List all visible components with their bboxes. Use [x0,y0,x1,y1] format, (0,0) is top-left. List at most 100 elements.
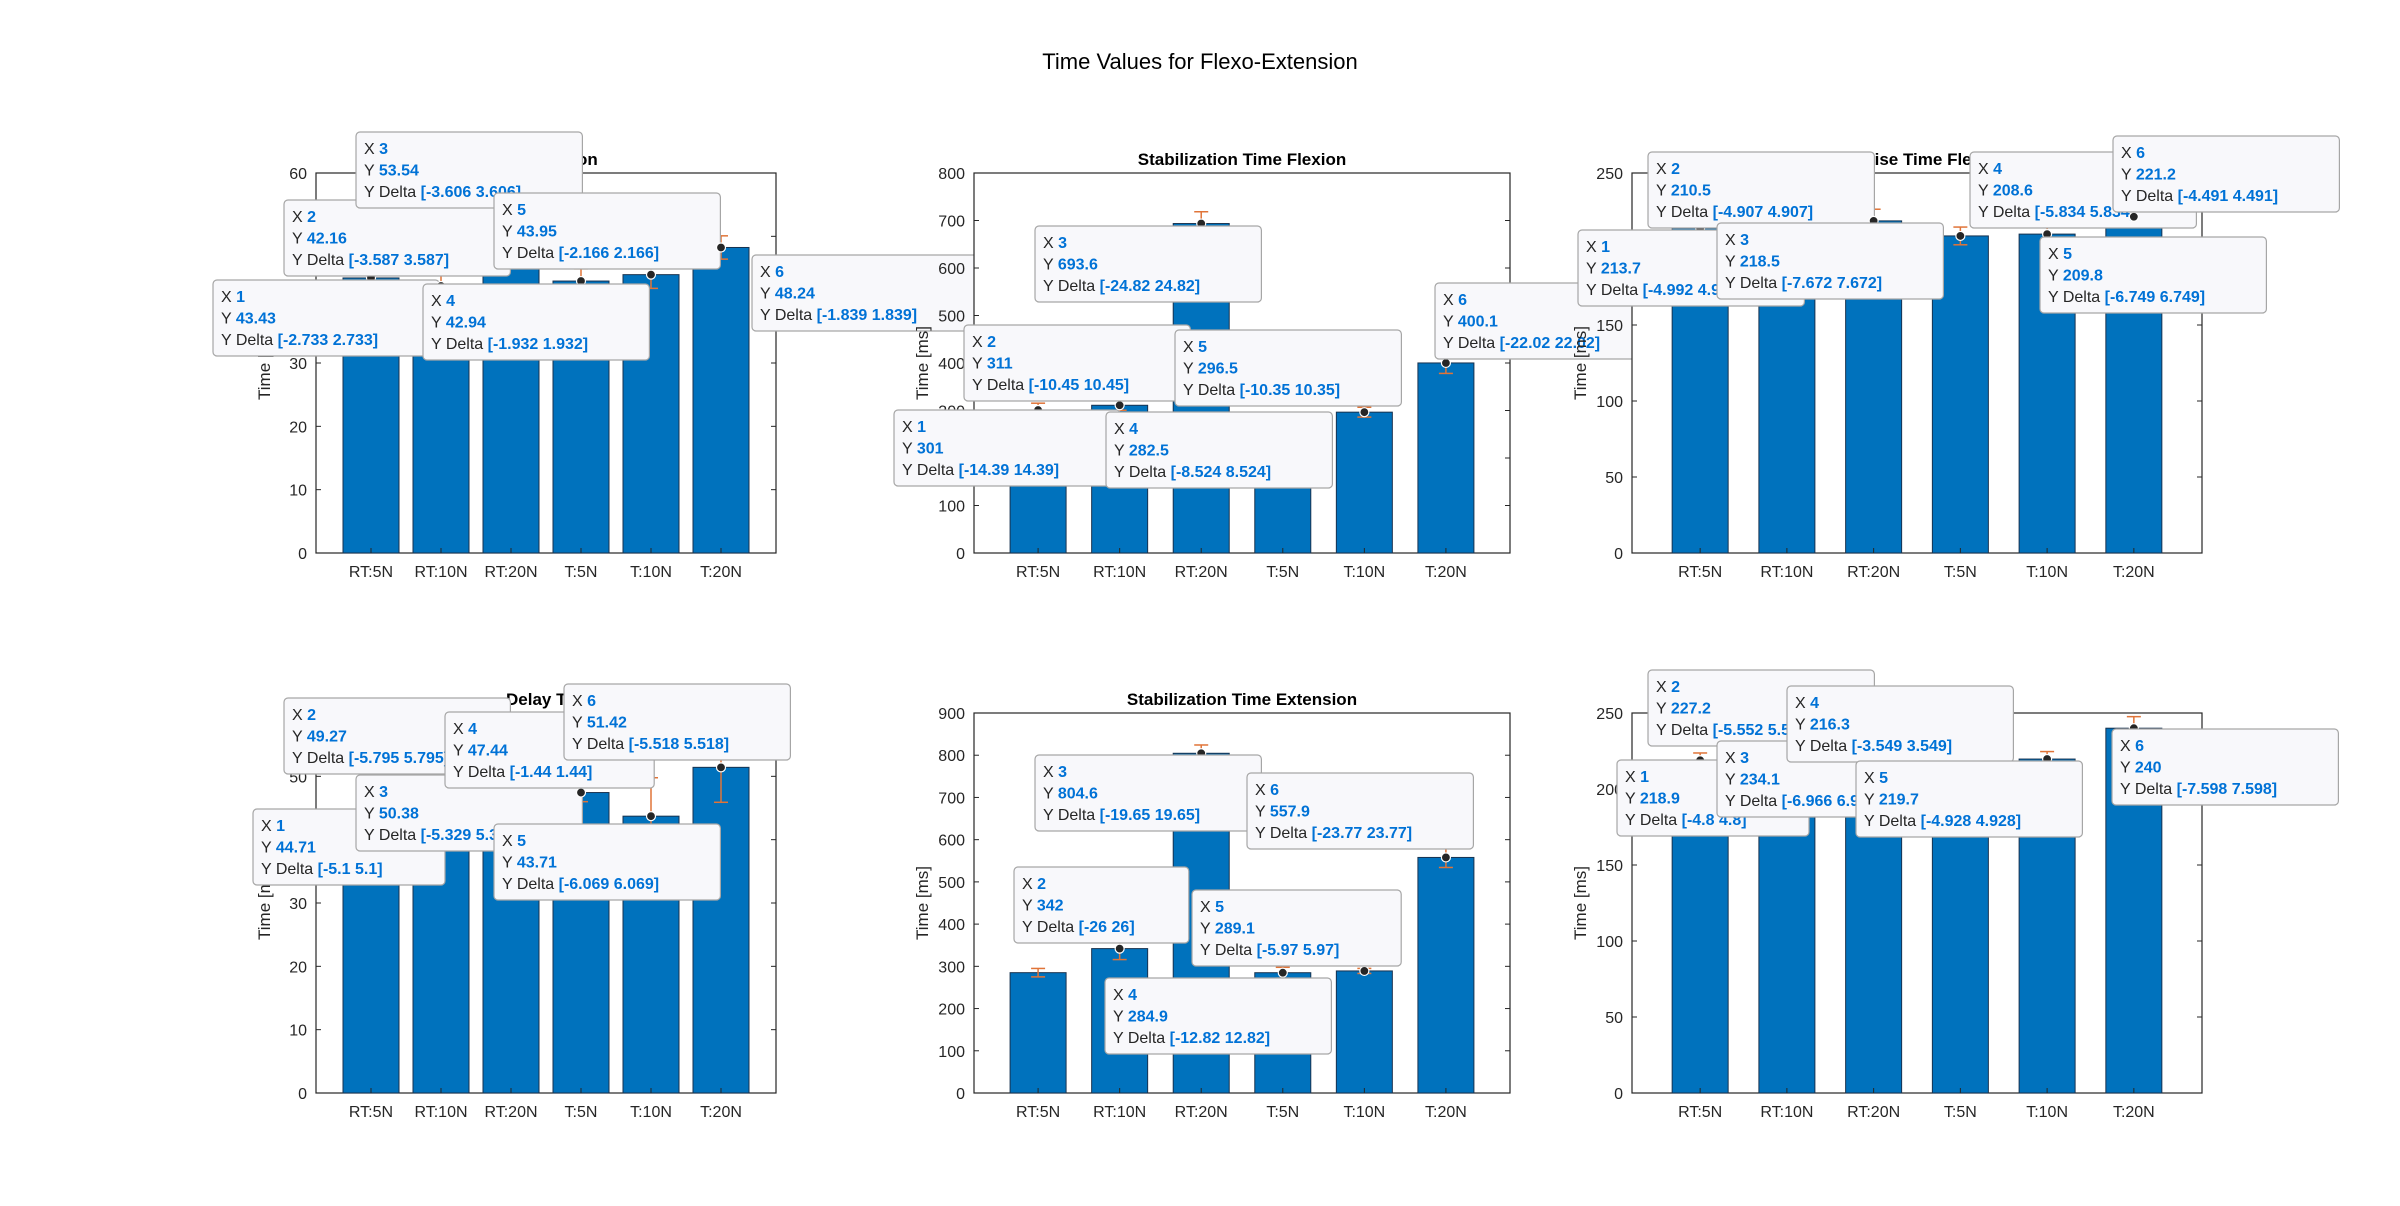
y-tick-label: 10 [289,483,307,500]
datatip-value: 42.16 [307,231,347,248]
datatip[interactable]: X 5Y 289.1Y Delta [-5.97 5.97] [1191,889,1402,967]
datatip-marker[interactable] [645,811,657,822]
datatip-marker[interactable] [1440,852,1452,863]
datatip-key: Y [453,743,468,760]
datatip-value: [-2.166 2.166] [559,245,660,262]
datatip-value: [-3.549 3.549] [1852,738,1953,755]
bar-T:20N[interactable] [692,766,750,1094]
datatip-marker[interactable] [1955,230,1966,242]
datatip-marker[interactable] [1359,407,1370,418]
datatip[interactable]: X 5Y 296.5Y Delta [-10.35 10.35] [1174,329,1402,407]
datatip-key: Y Delta [364,184,421,201]
datatip-line: Y Delta [-4.907 4.907] [1656,204,1813,221]
datatip-marker[interactable] [645,269,657,280]
datatip[interactable]: X 5Y 209.8Y Delta [-6.749 6.749] [2039,236,2267,314]
datatip-key: Y Delta [1043,807,1100,824]
x-tick-label: T:5N [565,564,598,581]
datatip[interactable]: X 2Y 210.5Y Delta [-4.907 4.907] [1647,151,1875,229]
datatip[interactable]: X 5Y 43.95Y Delta [-2.166 2.166] [493,192,721,270]
datatip[interactable]: X 6Y 221.2Y Delta [-4.491 4.491] [2112,135,2340,213]
datatip-value: 216.3 [1810,717,1850,734]
datatip[interactable]: X 3Y 804.6Y Delta [-19.65 19.65] [1034,754,1262,832]
datatip-line: Y Delta [-5.1 5.1] [261,861,383,878]
datatip-marker[interactable] [575,787,587,798]
datatip[interactable]: X 3Y 53.54Y Delta [-3.606 3.606] [355,131,583,209]
bar-T:10N[interactable] [1335,970,1393,1094]
datatip[interactable]: X 1Y 43.43Y Delta [-2.733 2.733] [212,279,440,357]
datatip-marker[interactable] [1359,965,1370,977]
datatip-marker[interactable] [2128,211,2139,222]
datatip[interactable]: X 4Y 284.9Y Delta [-12.82 12.82] [1104,977,1332,1055]
datatip-value: 42.94 [446,315,486,332]
datatip-key: Y [1725,254,1740,271]
datatip-marker[interactable] [1277,967,1288,978]
datatip-value: 3 [379,141,388,158]
datatip[interactable]: X 2Y 42.16Y Delta [-3.587 3.587] [283,199,511,277]
datatip-key: X [1656,161,1671,178]
bar-T:20N[interactable] [692,246,750,554]
datatip-line: X 3 [1043,764,1067,781]
datatip-value: 4 [1810,695,1819,712]
y-tick-label: 800 [938,166,965,183]
datatip-line: X 5 [502,202,526,219]
datatip-key: Y Delta [1625,812,1682,829]
datatip-key: Y Delta [1725,275,1782,292]
x-tick-label: T:20N [700,1104,742,1121]
datatip-line: Y Delta [-2.166 2.166] [502,245,659,262]
datatip-key: X [364,784,379,801]
datatip-line: X 6 [1443,292,1467,309]
y-tick-label: 400 [938,356,965,373]
datatip-line: X 4 [431,293,455,310]
datatip-box [1246,772,1474,850]
datatip[interactable]: X 6Y 557.9Y Delta [-23.77 23.77] [1246,772,1474,850]
datatip-line: Y 342 [1022,898,1064,915]
datatip[interactable]: X 6Y 51.42Y Delta [-5.518 5.518] [563,683,791,761]
datatip-value: 3 [1740,750,1749,767]
datatip[interactable]: X 5Y 43.71Y Delta [-6.069 6.069] [493,823,721,901]
datatip-line: Y 219.7 [1864,792,1919,809]
datatip-line: Y Delta [-5.518 5.518] [572,736,729,753]
datatip-value: 234.1 [1740,772,1780,789]
bar-T:10N[interactable] [1335,411,1393,554]
datatip-marker[interactable] [1114,400,1125,411]
datatip-marker[interactable] [1114,943,1125,954]
datatip[interactable]: X 4Y 42.94Y Delta [-1.932 1.932] [422,283,650,361]
bar-RT:5N[interactable] [1009,972,1067,1094]
datatip[interactable]: X 4Y 216.3Y Delta [-3.549 3.549] [1786,685,2014,763]
datatip-value: [-1.44 1.44] [510,764,593,781]
datatip-box [1174,329,1402,407]
datatip-line: X 1 [261,818,285,835]
datatip-key: X [2048,246,2063,263]
datatip-marker[interactable] [715,762,727,773]
x-tick-label: T:10N [2026,1104,2068,1121]
y-tick-label: 700 [938,214,965,231]
datatip-value: 693.6 [1058,257,1098,274]
subplot-title: Rise Time Fle [1862,150,1971,169]
datatip[interactable]: X 3Y 218.5Y Delta [-7.672 7.672] [1716,222,1944,300]
datatip-value: 400.1 [1458,314,1498,331]
datatip-line: X 1 [221,289,245,306]
datatip[interactable]: X 4Y 282.5Y Delta [-8.524 8.524] [1105,411,1333,489]
datatip[interactable]: X 6Y 48.24Y Delta [-1.839 1.839] [751,254,979,332]
x-tick-label: RT:20N [484,564,537,581]
datatip-value: [-22.02 22.02] [1500,335,1601,352]
datatip-value: 2 [1671,161,1680,178]
datatip[interactable]: X 5Y 219.7Y Delta [-4.928 4.928] [1855,760,2083,838]
datatip-key: Y [1586,261,1601,278]
datatip-key: X [1113,987,1128,1004]
datatip-marker[interactable] [715,242,727,253]
datatip-key: X [1255,782,1270,799]
bar-T:20N[interactable] [1417,362,1475,554]
datatip-value: 5 [2063,246,2072,263]
datatip-marker[interactable] [1440,357,1452,369]
datatip-key: X [1183,339,1198,356]
datatip-key: Y [972,356,987,373]
bar-T:20N[interactable] [1417,856,1475,1094]
datatip-box [355,131,583,209]
datatip[interactable]: X 3Y 693.6Y Delta [-24.82 24.82] [1034,225,1262,303]
datatip-value: [-23.77 23.77] [1312,825,1413,842]
